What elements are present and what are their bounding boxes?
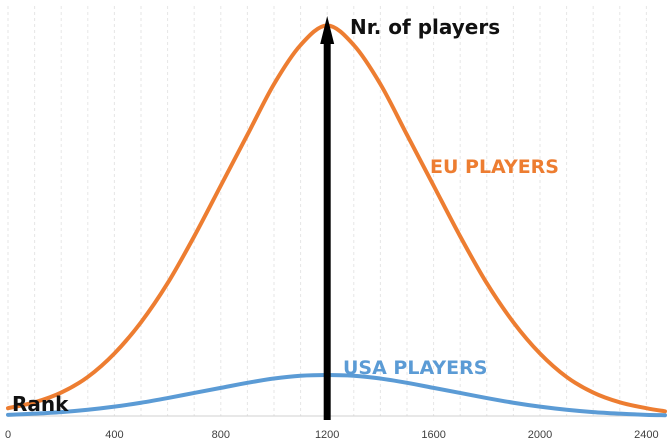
x-tick-label: 800 bbox=[212, 429, 230, 441]
x-tick-label: 1600 bbox=[421, 429, 445, 441]
series-line-usa bbox=[6, 373, 667, 418]
y-axis-arrow bbox=[320, 16, 335, 420]
x-tick-label: 2400 bbox=[634, 429, 658, 441]
y-axis-arrow-head bbox=[320, 16, 335, 44]
series-label-usa: USA PLAYERS bbox=[343, 357, 487, 379]
x-tick-label: 2000 bbox=[528, 429, 552, 441]
x-tick-label: 400 bbox=[105, 429, 123, 441]
x-tick-labels: 0 400 800 1200 1600 2000 2400 bbox=[5, 429, 659, 441]
y-axis-title: Nr. of players bbox=[350, 15, 500, 39]
x-tick-label: 1200 bbox=[315, 429, 339, 441]
series-line-eu bbox=[6, 23, 667, 414]
series-label-eu: EU PLAYERS bbox=[430, 156, 559, 178]
series-lines bbox=[6, 23, 667, 418]
x-tick-label: 0 bbox=[5, 429, 11, 441]
x-axis-title: Rank bbox=[12, 392, 69, 416]
